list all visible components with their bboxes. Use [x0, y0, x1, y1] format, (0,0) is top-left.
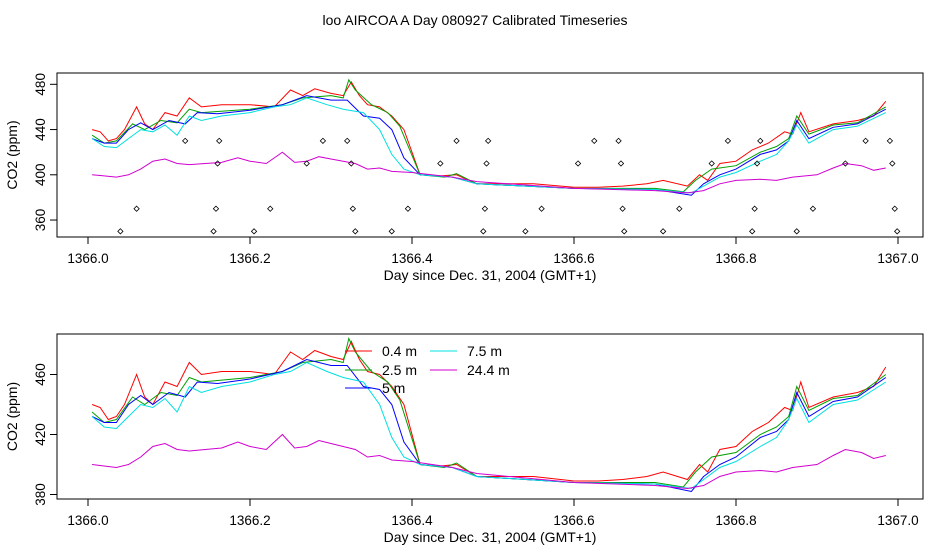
legend: 0.4 m 2.5 m 5 m 7.5 m 24.4 m	[345, 343, 510, 396]
x-tick-label: 1366.6	[553, 513, 594, 528]
scatter-point	[352, 228, 359, 235]
legend-label: 0.4 m	[382, 343, 417, 359]
scatter-point	[749, 228, 756, 235]
scatter-point	[793, 228, 800, 235]
scatter-point	[344, 137, 351, 145]
top-panel: 1366.0 1366.2 1366.4 1366.6 1366.8 1367.0 360 4…	[4, 72, 924, 283]
figure-title: loo AIRCOA A Day 080927 Calibrated Times…	[322, 12, 627, 28]
plot-area	[91, 337, 887, 493]
scatter-point	[591, 137, 598, 145]
legend-label: 7.5 m	[467, 343, 502, 359]
legend-label: 24.4 m	[467, 362, 510, 378]
x-tick-label: 1366.4	[391, 251, 433, 266]
x-tick-label: 1366.8	[715, 513, 756, 528]
scatter-point	[212, 205, 220, 212]
scatter-point	[453, 137, 460, 145]
x-tick-label: 1366.4	[391, 513, 433, 528]
x-tick-label: 1367.0	[877, 251, 918, 266]
scatter-point	[319, 137, 327, 145]
x-axis-label: Day since Dec. 31, 2004 (GMT+1)	[384, 529, 597, 545]
scatter-point	[574, 160, 582, 167]
legend-label: 5 m	[382, 380, 405, 396]
y-tick-label: 440	[33, 118, 48, 141]
scatter-point	[538, 205, 545, 212]
series-line-3	[91, 97, 887, 194]
y-tick-label: 460	[33, 363, 48, 386]
scatter-point	[214, 160, 221, 167]
x-axis-label: Day since Dec. 31, 2004 (GMT+1)	[384, 267, 597, 283]
scatter-point	[708, 160, 715, 167]
x-tick-label: 1366.6	[553, 251, 594, 266]
x-tick-label: 1367.0	[877, 513, 918, 528]
scatter-point	[349, 205, 357, 212]
x-tick-label: 1366.2	[229, 513, 270, 528]
x-tick-label: 1366.0	[67, 513, 108, 528]
scatter-point	[889, 160, 896, 167]
scatter-point	[891, 205, 898, 212]
series-line-7-5-m	[91, 361, 887, 490]
scatter-point	[404, 205, 412, 212]
scatter-point	[619, 205, 626, 212]
y-axis-label: CO2 (ppm)	[4, 120, 20, 189]
scatter-point	[676, 205, 683, 212]
scatter-point	[267, 205, 274, 212]
series-line-2-5-m	[91, 337, 887, 488]
scatter-point	[303, 160, 310, 167]
scatter-point	[117, 228, 124, 235]
scatter-point	[862, 137, 869, 145]
scatter-point	[617, 160, 625, 167]
plot-frame	[56, 72, 924, 238]
series-line-5-m	[91, 358, 887, 493]
series-line-0-4-m	[91, 340, 887, 482]
legend-label: 2.5 m	[382, 362, 417, 378]
scatter-point	[886, 137, 894, 145]
scatter-point	[210, 228, 217, 235]
scatter-point	[133, 205, 140, 212]
scatter-point	[751, 205, 758, 212]
series-line-4	[92, 151, 886, 194]
scatter-point	[894, 228, 901, 235]
scatter-point	[182, 137, 189, 145]
scatter-point	[437, 160, 444, 167]
scatter-point	[348, 160, 355, 167]
scatter-point	[216, 137, 223, 145]
x-tick-label: 1366.2	[229, 251, 270, 266]
scatter-point	[659, 228, 667, 235]
scatter-point	[388, 228, 395, 235]
scatter-point	[483, 160, 490, 167]
y-tick-label: 360	[33, 209, 48, 232]
y-tick-label: 380	[33, 483, 48, 506]
series-line-24-4-m	[92, 433, 886, 490]
scatter-point	[753, 160, 761, 167]
scatter-point	[250, 228, 258, 235]
scatter-point	[809, 205, 817, 212]
y-axis-label: CO2 (ppm)	[4, 382, 20, 451]
y-tick-label: 400	[33, 164, 48, 187]
plot-area	[91, 78, 901, 235]
scatter-point	[480, 228, 487, 235]
series-line-0	[91, 81, 887, 188]
series-line-2	[91, 95, 887, 196]
y-tick-label: 420	[33, 423, 48, 446]
scatter-point	[484, 137, 492, 145]
scatter-point	[724, 137, 732, 145]
series-line-1	[91, 78, 887, 193]
scatter-point	[481, 205, 489, 212]
scatter-point	[757, 137, 764, 145]
plot-frame	[56, 333, 924, 500]
scatter-point	[842, 160, 849, 167]
x-tick-label: 1366.0	[67, 251, 108, 266]
y-tick-label: 480	[33, 73, 48, 96]
x-tick-label: 1366.8	[715, 251, 756, 266]
scatter-point	[621, 228, 628, 235]
scatter-point	[615, 137, 622, 145]
scatter-point	[522, 228, 529, 235]
bottom-panel: 1366.0 1366.2 1366.4 1366.6 1366.8 1367.0 380 4…	[4, 333, 924, 545]
